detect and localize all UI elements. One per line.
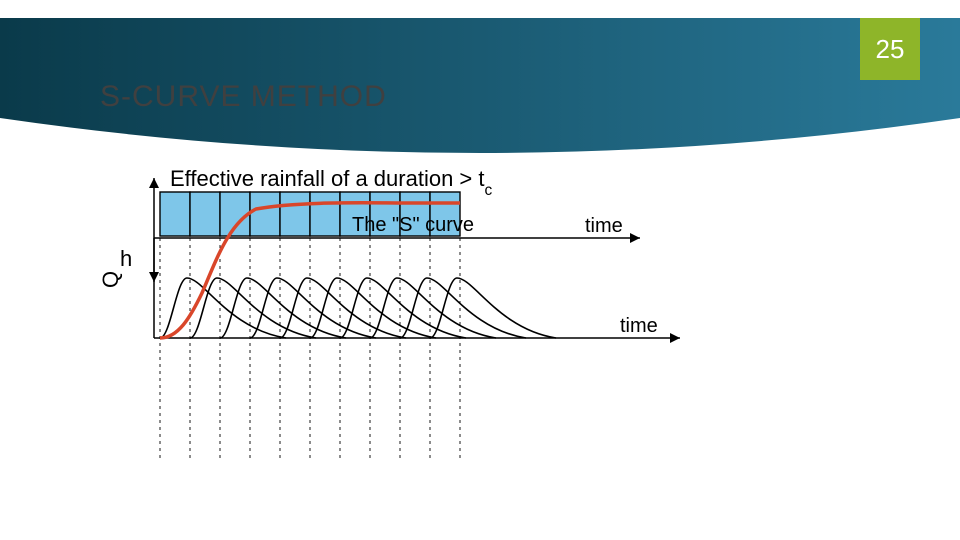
s-curve-diagram: Effective rainfall of a duration > tctim… [100,170,860,520]
page-number-tab: 25 [860,18,920,80]
axis-label-q: Q [100,271,123,288]
page-number: 25 [876,34,905,65]
rainfall-bar [190,192,220,236]
unit-hydrograph [250,278,376,338]
unit-hydrograph [400,278,526,338]
rainfall-bar [160,192,190,236]
unit-hydrograph [340,278,466,338]
arrowhead-icon [149,178,159,188]
rainfall-bar [250,192,280,236]
unit-hydrograph [430,278,556,338]
unit-hydrograph [190,278,316,338]
unit-hydrograph [220,278,346,338]
slide-title: S-CURVE METHOD [100,80,387,114]
axis-label-time-bottom: time [620,315,658,337]
axis-label-time-top: time [585,215,623,237]
unit-hydrograph [280,278,406,338]
arrowhead-icon [630,233,640,243]
rainfall-bar [310,192,340,236]
s-curve-label: The "S" curve [352,214,474,236]
axis-label-h: h [120,246,132,271]
rainfall-bar [280,192,310,236]
unit-hydrograph [310,278,436,338]
unit-hydrograph [370,278,496,338]
arrowhead-icon [670,333,680,343]
